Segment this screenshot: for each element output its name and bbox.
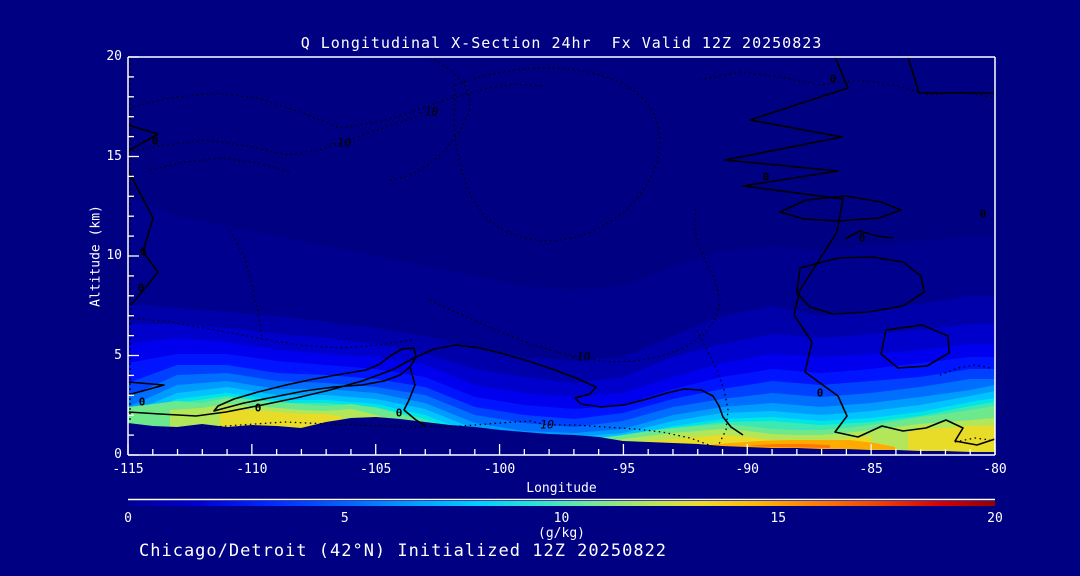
chart-title: Q Longitudinal X-Section 24hr Fx Valid 1… [300, 34, 823, 52]
x-axis-title: Longitude [526, 481, 597, 496]
contour-value-label: 0 [816, 386, 824, 400]
contour-value-label: -10 [417, 104, 439, 119]
terrain-mask [128, 417, 995, 456]
contour-value-label: 0 [395, 406, 403, 420]
y-tick-label: 20 [106, 49, 122, 64]
x-tick-label: -100 [483, 462, 516, 477]
contour-value-label: 0 [151, 134, 159, 148]
colorbar-tick-label: 15 [770, 511, 787, 526]
contour-value-label: 0 [138, 395, 146, 409]
x-tick-label: -105 [360, 462, 392, 477]
chart-caption: Chicago/Detroit (42°N) Initialized 12Z 2… [139, 541, 668, 561]
contour-value-label: 0 [137, 281, 145, 295]
x-tick-label: -115 [112, 462, 144, 477]
contour-value-label: 0 [139, 245, 147, 259]
contour-value-label: 0 [979, 207, 987, 221]
axis-ticks [127, 56, 996, 456]
x-tick-label: -85 [859, 462, 883, 477]
x-tick-label: -90 [735, 462, 760, 477]
contour-value-label: -10 [330, 135, 352, 150]
colorbar-gradient [128, 501, 995, 506]
colorbar-tick-label: 0 [124, 511, 132, 526]
x-tick-label: -110 [236, 462, 268, 477]
colorbar-tick-label: 5 [340, 511, 349, 526]
colorbar-tick-label: 10 [553, 511, 570, 526]
contour-value-label: -10 [569, 349, 591, 364]
contour-value-label: 0 [858, 231, 866, 245]
y-tick-label: 10 [106, 248, 122, 263]
contour-value-label: 0 [762, 170, 770, 184]
colorbar-units-label: (g/kg) [538, 526, 585, 541]
x-tick-label: -80 [983, 462, 1007, 477]
y-tick-label: 15 [106, 148, 122, 164]
contour-value-label: 10 [540, 417, 554, 432]
y-tick-label: 0 [114, 447, 122, 462]
contour-value-label: 0 [254, 401, 262, 415]
x-tick-label: -95 [611, 462, 636, 477]
solid-contours [128, 57, 995, 446]
y-tick-label: 5 [114, 347, 122, 363]
contour-value-label: 0 [829, 72, 837, 86]
colorbar-tick-label: 20 [987, 511, 1003, 526]
